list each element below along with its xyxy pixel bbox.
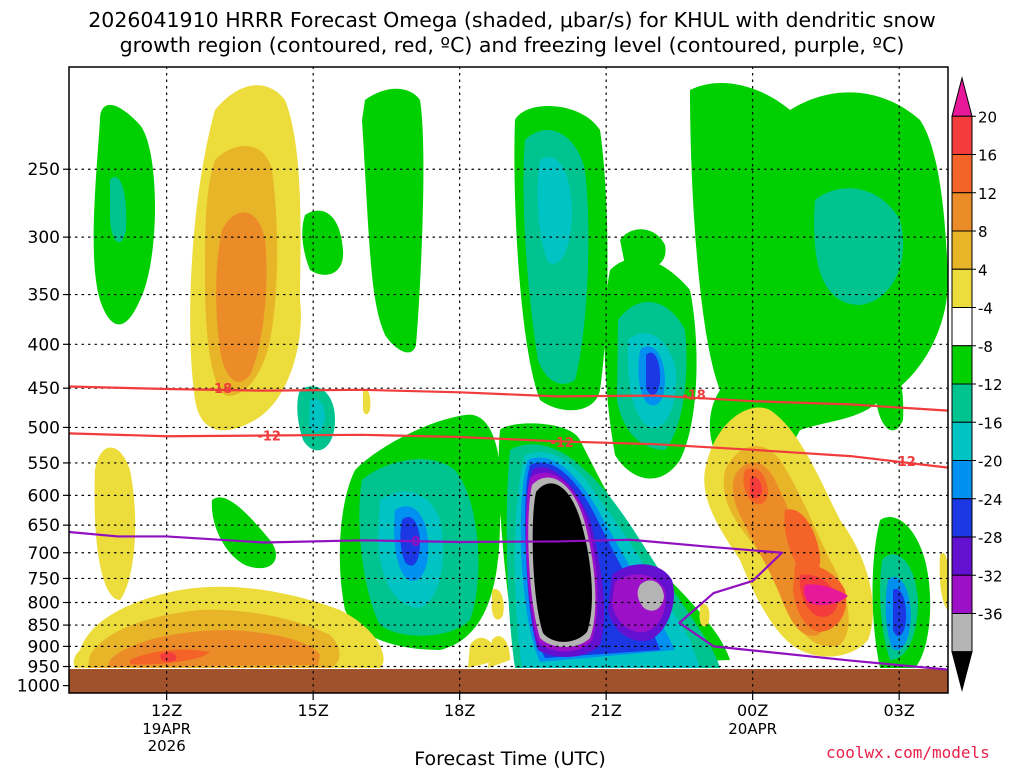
colorbar-bin-4-to-8 — [951, 230, 973, 270]
colorbar-label--28: -28 — [978, 529, 1003, 547]
colorbar-label-8: 8 — [978, 223, 988, 241]
y-tick-label-550: 550 — [28, 454, 60, 474]
colorbar-bin--32-to--28 — [951, 574, 973, 614]
y-tick-label-650: 650 — [28, 516, 60, 536]
temperature-contours: -18 -18 -12 -12 -12 0 — [69, 382, 948, 671]
contour-line--18 — [69, 385, 948, 412]
contour-label--12-1: -12 — [550, 436, 574, 451]
colorbar-label--16: -16 — [978, 414, 1003, 432]
x-tick-year-0: 2026 — [148, 737, 186, 755]
x-tick-label-1: 15Z — [298, 701, 329, 720]
contour-line-0 — [69, 530, 948, 671]
colorbar-bin--40-to--36 — [951, 651, 973, 692]
y-tick-label-700: 700 — [28, 544, 60, 564]
x-tick-label-3: 21Z — [591, 701, 622, 720]
colorbar-bin--8-to--4 — [951, 345, 973, 385]
y-tick-label-1000: 1000 — [17, 677, 60, 697]
contour-label-0-0: 0 — [411, 535, 420, 550]
y-tick-label-400: 400 — [28, 335, 60, 355]
x-axis-title: Forecast Time (UTC) — [414, 748, 605, 768]
x-tick-date-4: 20APR — [728, 720, 777, 738]
x-tick-label-0: 12Z — [151, 701, 182, 720]
colorbar-bin--16-to--12 — [951, 421, 973, 461]
y-tick-label-800: 800 — [28, 594, 60, 614]
colorbar: 20 16 12 8 4 -4 -8 -12 -16 -20 -24 -28 -32 -36 — [951, 76, 1003, 692]
colorbar-label--24: -24 — [978, 491, 1003, 509]
pressure-gridlines — [68, 66, 949, 694]
y-tick-label-850: 850 — [28, 616, 60, 636]
colorbar-bin-16-to-20 — [951, 115, 973, 155]
colorbar-label--8: -8 — [978, 338, 993, 356]
omega-shading — [69, 82, 948, 693]
contour-label--12-2: -12 — [892, 455, 916, 470]
chart-title-line-1: 2026041910 HRRR Forecast Omega (shaded, … — [88, 8, 936, 32]
colorbar-label--36: -36 — [978, 606, 1003, 624]
x-tick-date-0: 19APR — [142, 720, 191, 738]
colorbar-label--32: -32 — [978, 567, 1003, 585]
x-tick-label-4: 00Z — [737, 701, 768, 720]
y-axis: 2503003504004505005506006507007508008509… — [17, 160, 69, 697]
colorbar-label--4: -4 — [978, 300, 993, 318]
colorbar-bin--12-to--8 — [951, 383, 973, 423]
colorbar-bin--24-to--20 — [951, 498, 973, 538]
credit-link[interactable]: coolwx.com/models — [826, 743, 990, 762]
colorbar-label-16: 16 — [978, 147, 997, 165]
colorbar-bin-0-to-4 — [951, 268, 973, 308]
colorbar-bin--28-to--24 — [951, 536, 973, 576]
y-tick-label-250: 250 — [28, 160, 60, 180]
colorbar-bin--36-to--32 — [951, 613, 973, 653]
x-tick-label-2: 18Z — [444, 701, 475, 720]
contour-label--12-0: -12 — [257, 430, 281, 445]
y-tick-label-450: 450 — [28, 379, 60, 399]
y-tick-label-350: 350 — [28, 286, 60, 306]
y-tick-label-300: 300 — [28, 228, 60, 248]
contour-label--18-1: -18 — [682, 389, 706, 404]
x-tick-label-5: 03Z — [884, 701, 915, 720]
colorbar-label--12: -12 — [978, 376, 1003, 394]
colorbar-bin-12-to-16 — [951, 154, 973, 194]
colorbar-label--20: -20 — [978, 453, 1003, 471]
colorbar-bin-20-to-24 — [951, 76, 973, 117]
colorbar-bin--4-to-4 — [951, 307, 973, 347]
contour-label--18-0: -18 — [209, 382, 233, 397]
chart-title-line-2: growth region (contoured, red, ºC) and f… — [119, 33, 905, 57]
y-tick-label-950: 950 — [28, 658, 60, 678]
colorbar-label-4: 4 — [978, 261, 988, 279]
colorbar-bin-8-to-12 — [951, 192, 973, 232]
plot-frame — [68, 66, 949, 694]
y-tick-label-600: 600 — [28, 486, 60, 506]
colorbar-label-12: 12 — [978, 185, 997, 203]
contour-line--12 — [69, 432, 948, 469]
y-tick-label-750: 750 — [28, 569, 60, 589]
colorbar-bin--20-to--16 — [951, 460, 973, 500]
colorbar-label-20: 20 — [978, 108, 997, 126]
y-tick-label-500: 500 — [28, 418, 60, 438]
y-tick-label-900: 900 — [28, 637, 60, 657]
